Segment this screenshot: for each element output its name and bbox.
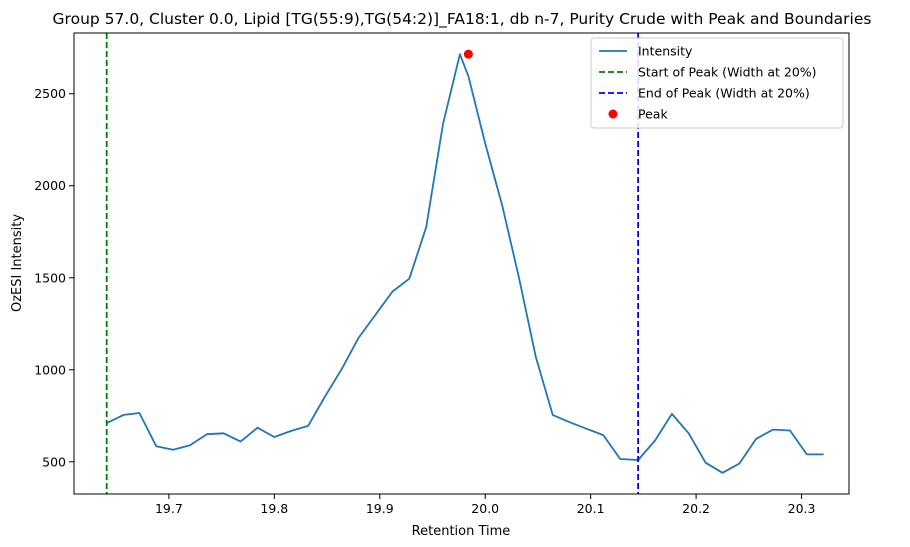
chart-title: Group 57.0, Cluster 0.0, Lipid [TG(55:9)… bbox=[53, 10, 872, 29]
legend-label-start: Start of Peak (Width at 20%) bbox=[638, 65, 817, 80]
legend-swatch-peak bbox=[608, 109, 618, 119]
y-tick-label: 2500 bbox=[34, 86, 66, 101]
x-axis-label: Retention Time bbox=[412, 524, 511, 539]
x-tick-label: 19.7 bbox=[155, 501, 183, 516]
y-tick-label: 1000 bbox=[34, 362, 66, 377]
legend-label-peak: Peak bbox=[638, 107, 668, 122]
legend-label-end: End of Peak (Width at 20%) bbox=[638, 86, 810, 101]
x-tick-label: 20.0 bbox=[471, 501, 499, 516]
y-axis-label: OzESI Intensity bbox=[10, 214, 25, 312]
legend-box bbox=[590, 37, 844, 129]
x-tick-label: 19.8 bbox=[260, 501, 288, 516]
legend-label-intensity: Intensity bbox=[638, 44, 693, 59]
x-tick-label: 19.9 bbox=[366, 501, 394, 516]
y-tick-label: 2000 bbox=[34, 178, 66, 193]
y-axis: 500 1000 1500 2000 2500 bbox=[34, 86, 74, 469]
x-axis: 19.7 19.8 19.9 20.0 20.1 20.2 20.3 bbox=[155, 494, 815, 516]
y-tick-label: 500 bbox=[42, 454, 66, 469]
peak-marker bbox=[463, 49, 473, 59]
y-tick-label: 1500 bbox=[34, 270, 66, 285]
x-tick-label: 20.1 bbox=[577, 501, 605, 516]
plot-frame bbox=[73, 32, 850, 495]
legend: Intensity Start of Peak (Width at 20%) E… bbox=[590, 37, 844, 129]
x-tick-label: 20.3 bbox=[788, 501, 816, 516]
x-tick-label: 20.2 bbox=[682, 501, 710, 516]
intensity-series-line bbox=[106, 53, 824, 474]
